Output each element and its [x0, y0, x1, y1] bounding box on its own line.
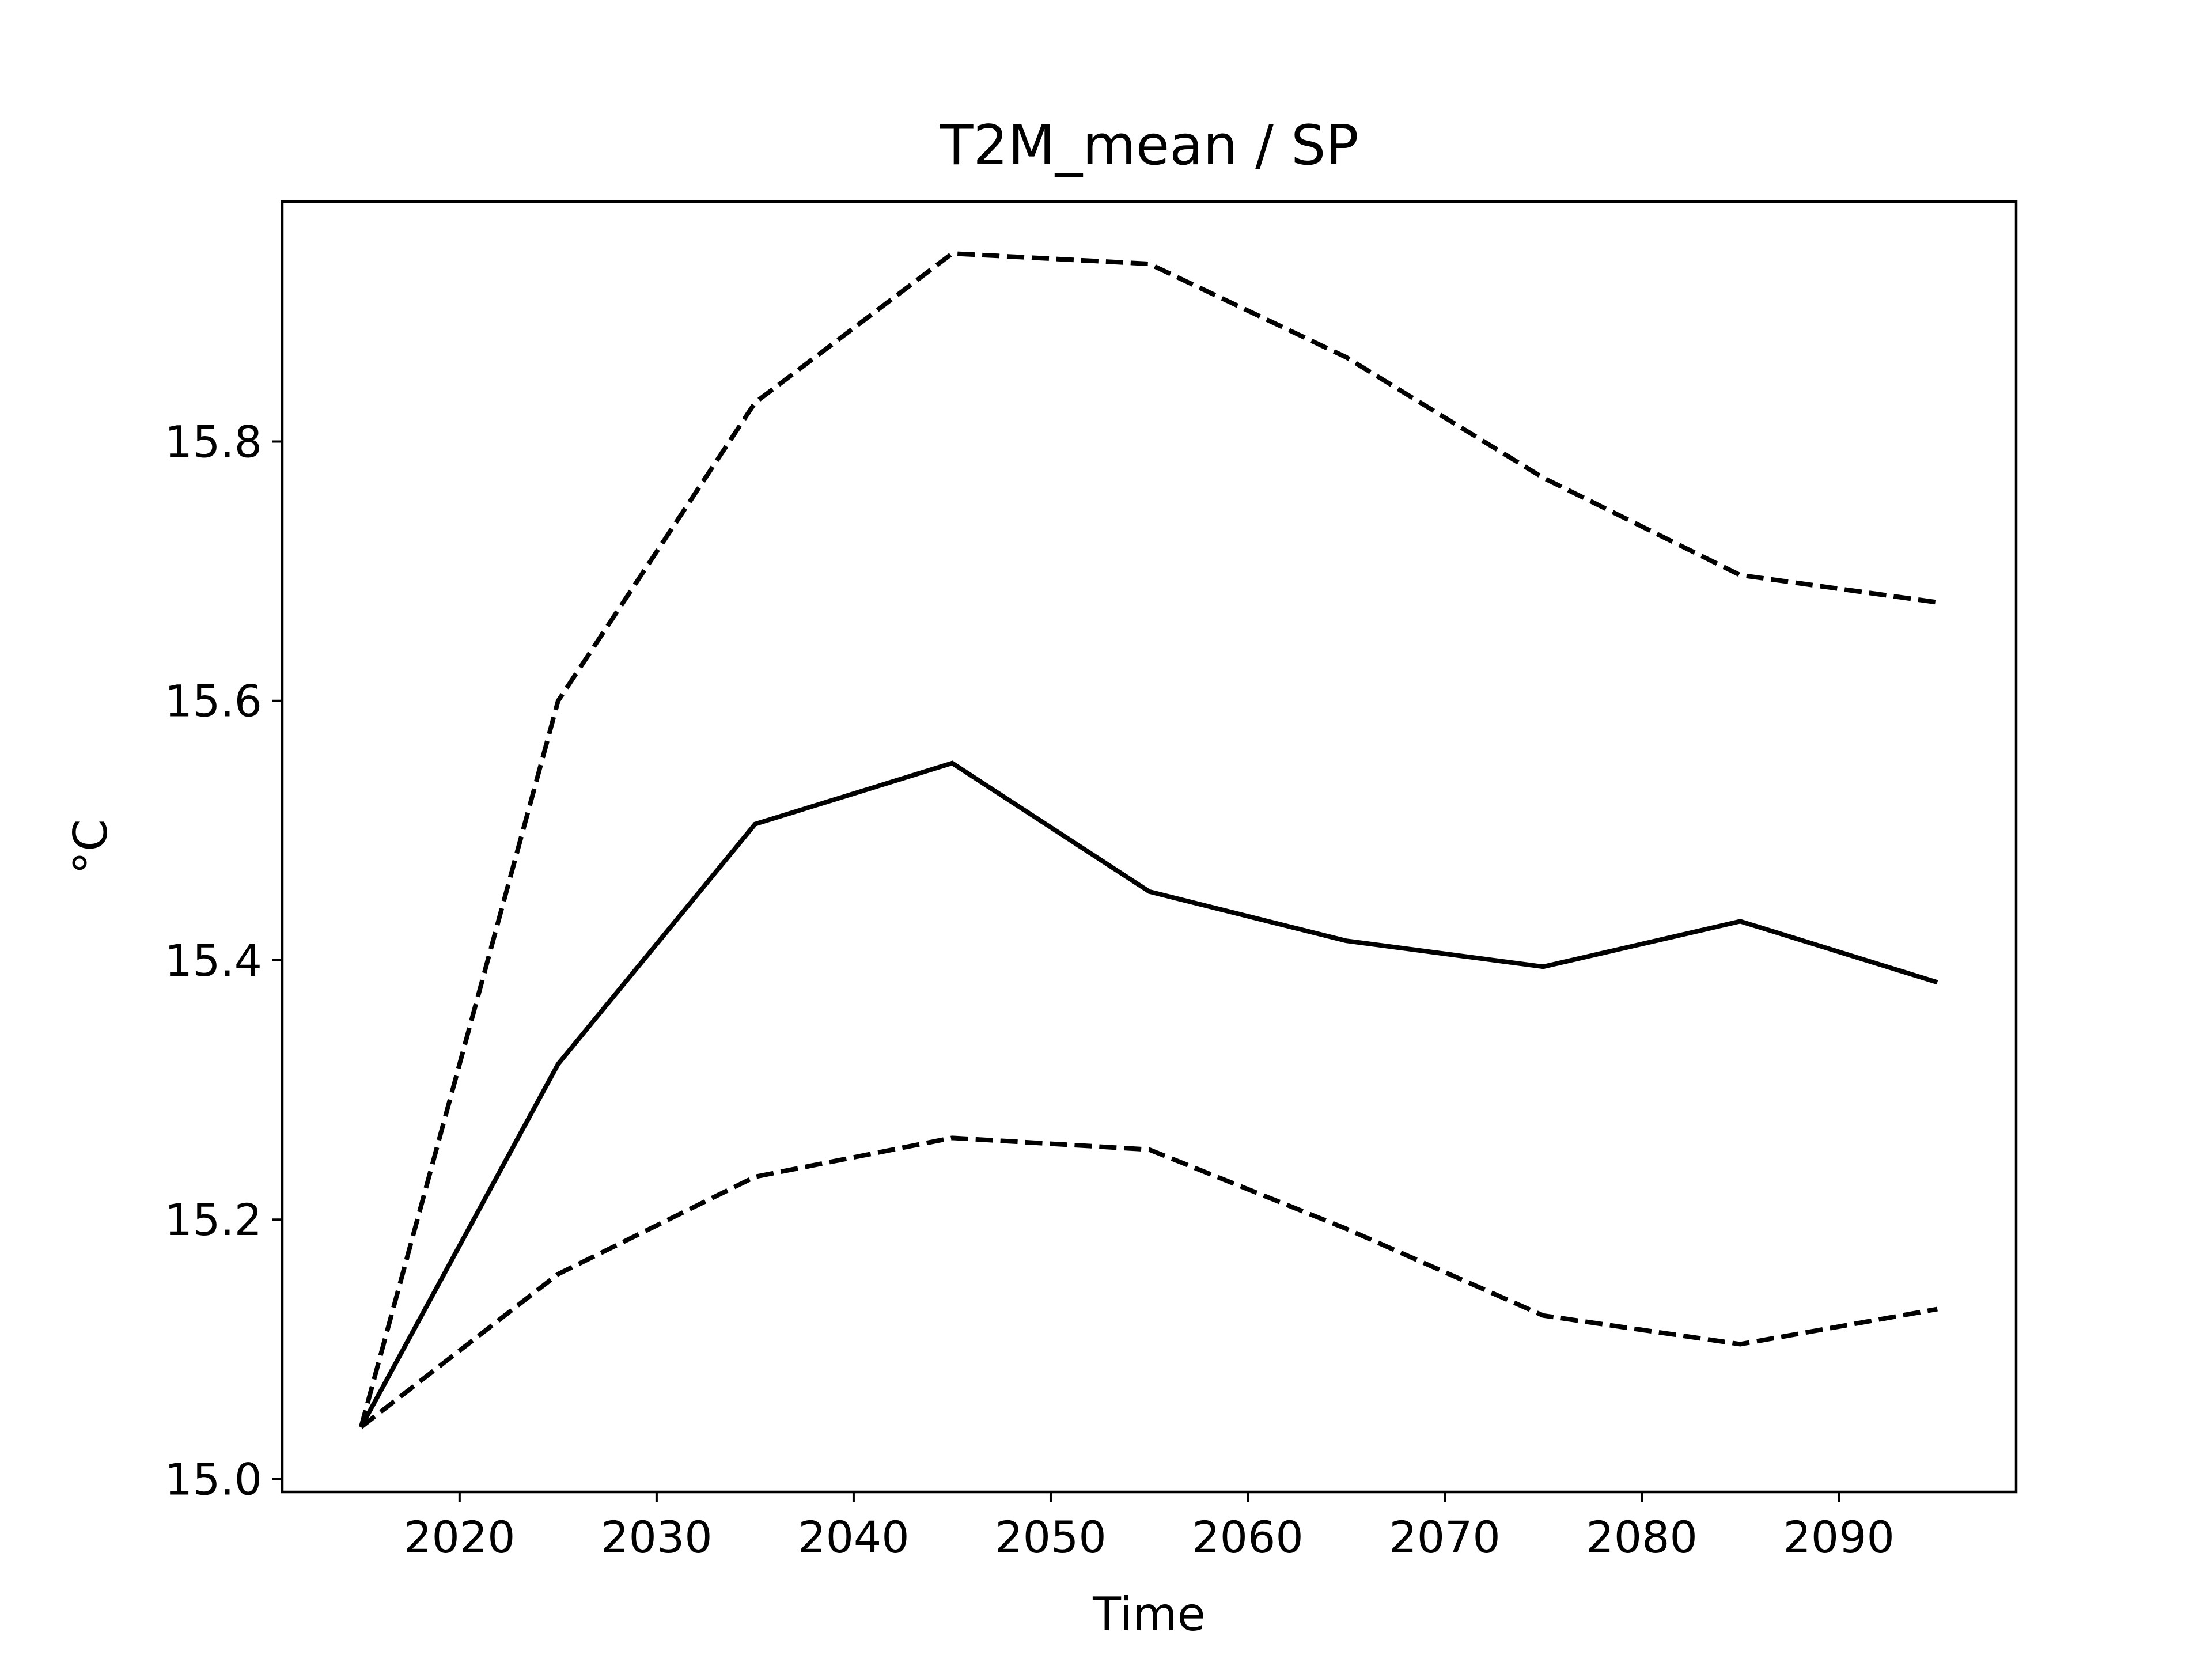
x-tick-label: 2050: [995, 1512, 1106, 1563]
y-tick-label: 15.6: [165, 676, 262, 727]
x-tick-label: 2030: [601, 1512, 712, 1563]
y-tick-label: 15.2: [165, 1194, 262, 1245]
plot-lines: [358, 251, 1938, 1429]
x-axis-ticks: 2020 2030 2040 2050 2060 2070 2080 2090: [404, 1492, 1895, 1563]
x-tick-label: 2060: [1192, 1512, 1303, 1563]
x-axis-label: Time: [1092, 1588, 1206, 1641]
series-line-dashed-1: [358, 251, 1938, 1428]
y-axis-ticks: 15.0 15.2 15.4 15.6 15.8: [165, 416, 282, 1505]
series-line-solid: [359, 760, 1938, 1429]
x-tick-label: 2090: [1783, 1512, 1894, 1563]
y-tick-label: 15.4: [165, 935, 262, 986]
chart-title: T2M_mean / SP: [939, 114, 1358, 177]
plot-frame: [281, 200, 2018, 1494]
x-tick-label: 2080: [1586, 1512, 1697, 1563]
series-line-dashed-2: [359, 1135, 1938, 1429]
y-axis-label: °C: [64, 819, 118, 874]
y-tick-label: 15.8: [165, 416, 262, 467]
x-tick-label: 2020: [404, 1512, 515, 1563]
y-tick-label: 15.0: [165, 1453, 262, 1505]
x-tick-label: 2040: [798, 1512, 909, 1563]
x-tick-label: 2070: [1389, 1512, 1500, 1563]
